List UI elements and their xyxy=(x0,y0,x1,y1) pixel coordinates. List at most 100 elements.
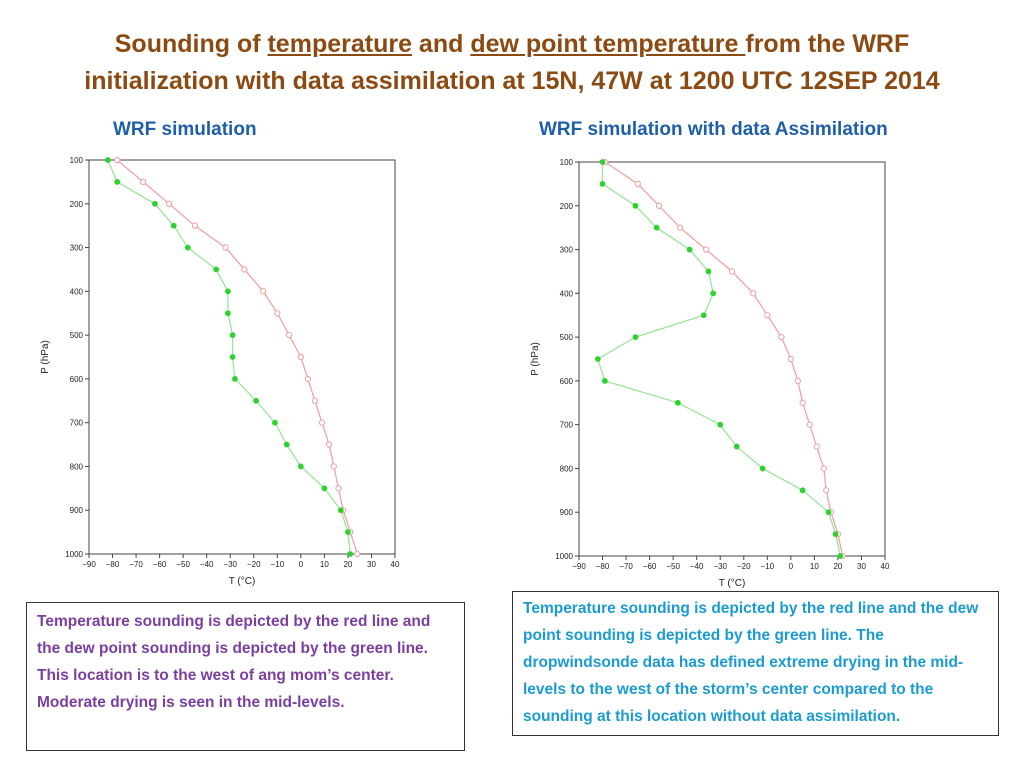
dewpoint-point xyxy=(104,157,111,163)
dewpoint-point xyxy=(345,529,351,536)
dewpoint-point xyxy=(283,441,290,448)
y-tick-label: 500 xyxy=(560,333,574,342)
dewpoint-point xyxy=(321,485,328,492)
temperature-point xyxy=(191,222,199,229)
temperature-point xyxy=(241,266,248,273)
y-tick-label: 200 xyxy=(560,202,574,211)
dewpoint-point xyxy=(686,246,693,253)
x-tick-label: −80 xyxy=(596,562,610,571)
temperature-point xyxy=(297,353,304,361)
y-tick-label: 900 xyxy=(70,506,84,515)
dewpoint-point xyxy=(224,288,231,295)
y-tick-label: 300 xyxy=(70,244,84,253)
dewpoint-point xyxy=(653,224,660,231)
temperature-point xyxy=(787,355,794,363)
y-tick-label: 1000 xyxy=(65,550,83,559)
dewpoint-point xyxy=(825,509,832,516)
caption-right: Temperature sounding is depicted by the … xyxy=(512,591,999,736)
x-tick-label: 0 xyxy=(789,562,794,571)
x-tick-label: −30 xyxy=(223,560,237,569)
x-tick-label: −90 xyxy=(82,560,96,569)
temperature-point xyxy=(304,375,312,383)
temperature-point xyxy=(778,333,785,341)
temperature-point xyxy=(750,290,757,297)
y-tick-label: 100 xyxy=(560,158,574,167)
temperature-point xyxy=(139,178,147,186)
dewpoint-point xyxy=(347,551,354,557)
dewpoint-point xyxy=(337,507,344,514)
title-text: and xyxy=(411,30,471,58)
temperature-point xyxy=(311,397,319,404)
x-tick-label: 20 xyxy=(343,560,352,569)
slide-title: Sounding of temperature and dew point te… xyxy=(0,26,1024,100)
dewpoint-point xyxy=(114,178,121,185)
x-tick-label: 40 xyxy=(881,562,890,571)
x-tick-label: −70 xyxy=(619,562,633,571)
x-tick-label: −50 xyxy=(176,560,190,569)
y-tick-label: 200 xyxy=(70,200,84,209)
x-tick-label: −50 xyxy=(666,562,680,571)
y-axis-label: P (hPa) xyxy=(530,342,541,376)
dewpoint-point xyxy=(733,443,740,450)
x-tick-label: −30 xyxy=(713,562,727,571)
x-tick-label: −10 xyxy=(271,560,285,569)
title-text: Sounding of xyxy=(114,30,268,58)
y-tick-label: 1000 xyxy=(555,552,573,561)
x-tick-label: 10 xyxy=(320,560,329,569)
dewpoint-point xyxy=(674,399,681,406)
temperature-point xyxy=(655,202,663,209)
temperature-point xyxy=(114,156,121,164)
y-tick-label: 800 xyxy=(70,462,84,471)
y-tick-label: 600 xyxy=(560,377,574,386)
x-tick-label: 20 xyxy=(833,562,842,571)
dewpoint-point xyxy=(700,312,707,319)
dewpoint-point xyxy=(232,375,238,382)
sounding-chart-wrf-da: −90 −80 −70 −60 −50 −40 −30 −20 −10 0 10 20 30 40 100 2… xyxy=(530,158,890,589)
y-tick-label: 500 xyxy=(70,331,84,340)
temperature-point xyxy=(330,463,337,470)
x-tick-label: −60 xyxy=(153,560,167,569)
dewpoint-point xyxy=(710,290,717,297)
x-tick-label: −20 xyxy=(247,560,261,569)
temperature-point xyxy=(354,550,361,558)
dewpoint-point xyxy=(759,465,766,472)
title-temperature-link[interactable]: temperature xyxy=(267,30,412,58)
y-tick-label: 700 xyxy=(70,419,84,428)
dewpoint-point xyxy=(832,531,839,538)
dewpoint-point xyxy=(229,332,236,339)
dewpoint-point xyxy=(799,487,806,494)
y-tick-label: 400 xyxy=(70,287,84,296)
title-dewpoint-link[interactable]: dew point temperature xyxy=(470,30,746,58)
title-line-1: Sounding of temperature and dew point te… xyxy=(0,26,1024,63)
x-axis-label: T (°C) xyxy=(229,576,256,587)
dewpoint-point xyxy=(152,200,158,207)
sounding-chart-wrf: −90 −80 −70 −60 −50 −40 −30 −20 −10 0 10 20 30 40 100 2… xyxy=(40,156,400,587)
temperature-point xyxy=(274,310,281,317)
temperature-point xyxy=(764,312,771,319)
x-axis-label: T (°C) xyxy=(719,578,746,589)
dewpoint-point xyxy=(170,222,177,229)
temperature-point xyxy=(728,268,736,275)
x-tick-label: 30 xyxy=(367,560,376,569)
x-tick-label: 30 xyxy=(857,562,866,571)
temperature-point xyxy=(702,246,710,253)
x-tick-label: 0 xyxy=(299,560,304,569)
dewpoint-point xyxy=(632,202,639,209)
dewpoint-point xyxy=(297,463,304,470)
temperature-point xyxy=(794,377,802,385)
left-panel-title: WRF simulation xyxy=(113,119,257,140)
dewpoint-point xyxy=(717,421,724,428)
temperature-point xyxy=(823,487,830,494)
temperature-point xyxy=(325,441,333,448)
temperature-point xyxy=(677,224,684,231)
dewpoint-point xyxy=(705,268,712,275)
temperature-point xyxy=(806,421,813,428)
dewpoint-point xyxy=(837,553,844,559)
y-tick-label: 300 xyxy=(560,246,574,255)
dewpoint-point xyxy=(599,180,606,187)
y-tick-label: 400 xyxy=(560,289,574,298)
title-text: from the WRF xyxy=(745,30,910,58)
dewpoint-point xyxy=(184,244,191,251)
x-tick-label: 10 xyxy=(810,562,819,571)
x-tick-label: −60 xyxy=(643,562,657,571)
